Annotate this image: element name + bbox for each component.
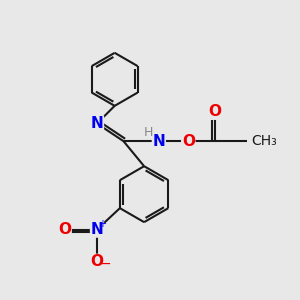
- Text: H: H: [144, 126, 153, 139]
- Text: N: N: [91, 222, 103, 237]
- Text: N: N: [91, 116, 103, 131]
- Text: O: O: [91, 254, 103, 269]
- Text: +: +: [98, 219, 106, 229]
- Text: N: N: [152, 134, 165, 149]
- Text: −: −: [99, 256, 111, 270]
- Text: O: O: [182, 134, 195, 149]
- Text: O: O: [208, 104, 221, 119]
- Text: CH₃: CH₃: [252, 134, 277, 148]
- Text: O: O: [58, 222, 71, 237]
